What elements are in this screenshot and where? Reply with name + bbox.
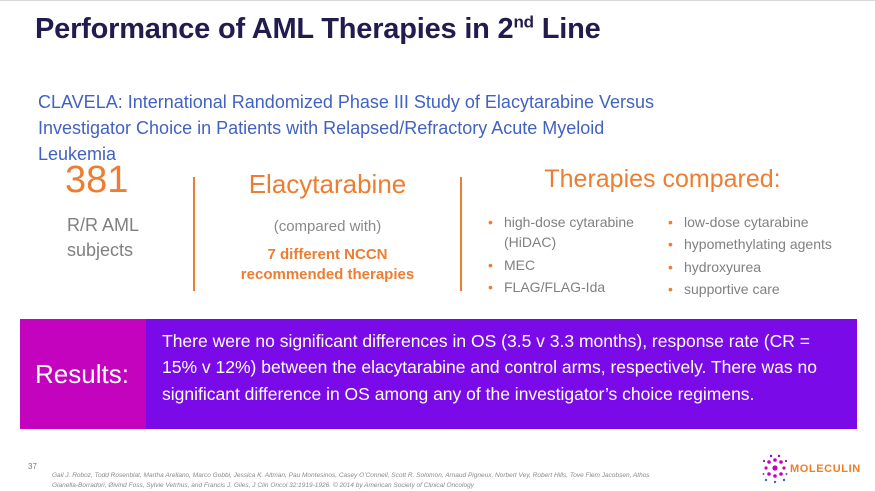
therapy-lists: • high-dose cytarabine (HiDAC) • MEC • FLAG… [470,212,855,301]
moleculin-logo: MOLECULIN [762,453,861,485]
moleculin-logo-text: MOLECULIN [790,463,861,475]
bullet-icon: • [668,236,673,253]
bullet-icon: • [488,278,493,295]
study-subtitle: CLAVELA: International Randomized Phase … [38,92,655,165]
therapy-item-label: supportive care [684,280,780,297]
slide-title-superscript: nd [513,12,534,32]
drug-name: Elacytarabine [248,169,407,199]
citation-line1: Gail J. Roboz, Todd Rosenblat, Martha Ar… [52,472,650,490]
therapy-item-label: FLAG/FLAG-Ida [504,278,606,295]
therapy-item: • hydroxyurea [662,257,847,277]
therapy-item: • low-dose cytarabine [662,212,847,232]
slide-title-suffix: Line [533,13,601,45]
slide-title-text: Performance of AML Therapies in 2 [35,13,514,45]
bullet-icon: • [668,258,673,275]
therapy-item-label: low-dose cytarabine [684,214,809,230]
bullet-icon: • [668,214,673,230]
results-banner: Results: There were no significant diffe… [20,319,857,429]
nccn-therapies-label: 7 different NCCN recommended therapies [240,246,415,284]
citation: Gail J. Roboz, Todd Rosenblat, Martha Ar… [52,471,672,491]
therapy-item-label: hypomethylating agents [684,236,832,253]
drug-column: Elacytarabine (compared with) 7 differen… [200,169,455,286]
citation-line2: Øivind Foss, Sylvie Vetrhus, and Francis… [108,482,474,490]
therapy-item: • supportive care [662,279,847,299]
therapy-item: • high-dose cytarabine (HiDAC) [482,212,662,253]
therapies-heading: Therapies compared: [544,165,781,193]
subject-count: 381 [65,159,129,201]
bullet-icon: • [668,280,673,297]
subject-count-label: R/R AML subjects [67,215,139,261]
results-label: Results: [20,319,146,429]
page-number: 37 [28,462,37,471]
therapy-list-left: • high-dose cytarabine (HiDAC) • MEC • FLAG… [482,212,662,301]
therapy-item-label: MEC [504,256,536,273]
therapy-item: • MEC [482,255,662,275]
therapy-item-label: high-dose cytarabine (HiDAC) [504,214,634,251]
bullet-icon: • [488,214,493,230]
slide-title: Performance of AML Therapies in 2nd Line [35,13,601,46]
compared-with-label: (compared with) [273,218,382,235]
therapy-item-label: hydroxyurea [684,258,762,275]
therapies-column: Therapies compared: • high-dose cytarabin… [470,165,855,301]
column-divider-right [460,177,462,291]
bullet-icon: • [488,256,493,273]
therapy-list-right: • low-dose cytarabine • hypomethylating ag… [662,212,847,301]
column-divider-left [193,177,195,291]
moleculin-molecule-icon [762,454,788,484]
results-text: There were no significant differences in… [146,319,857,429]
therapy-item: • hypomethylating agents [662,234,847,254]
therapy-item: • FLAG/FLAG-Ida [482,277,662,297]
